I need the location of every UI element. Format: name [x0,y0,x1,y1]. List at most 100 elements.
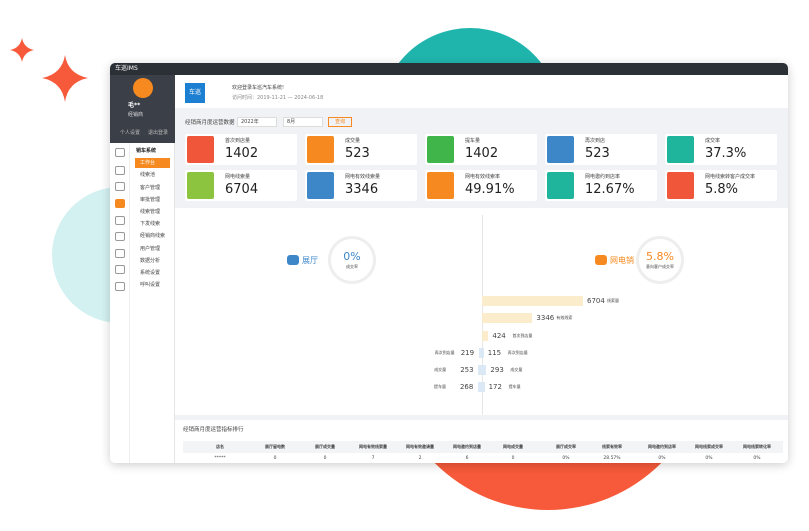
kpi-icon [547,172,574,199]
kpi-icon [667,136,694,163]
year-select[interactable]: 2022年 [237,117,277,127]
kpi-value: 37.3% [705,146,747,161]
menu-item[interactable]: 审批管理 [140,196,161,203]
funnel-label: 提车量 [433,384,446,389]
table-cell: 0% [658,456,666,461]
table-cell: ***** [214,456,226,461]
kpi-icon [307,136,334,163]
table-cell: 0 [273,456,277,461]
table-cell: 0% [705,456,713,461]
table-header: 展厅留电数 [265,444,285,449]
menu-panel [110,143,175,463]
menu-item[interactable]: 用户管理 [140,245,161,252]
table-cell: 6 [465,456,469,461]
menu-icon[interactable] [115,216,125,225]
kpi-icon [307,172,334,199]
user-link[interactable]: 退出登录 [148,130,169,136]
kpi-label: 网电邀约到店率 [585,174,621,180]
banner [175,75,788,108]
rate-value: 5.8% [646,250,674,263]
rate-value: 0% [343,250,361,263]
menu-icon[interactable] [115,249,125,258]
app-window: 车巡IMS 毛** 经销商 个人设置 退出登录 销车系统 工作台 线索池 客户管理 审批管理 线索管… [110,63,788,463]
funnel-bar [482,331,489,341]
kpi-label: 提车量 [465,138,481,144]
table-cell: 0% [562,456,570,461]
table-cell: 0% [753,456,761,461]
menu-icon[interactable] [115,265,125,274]
kpi-value: 5.8% [705,182,739,197]
menu-icon[interactable] [115,166,125,175]
menu-item[interactable]: 数据分析 [140,257,161,264]
funnel-value: 172 [488,383,502,391]
kpi-label: 网电线索量 [225,174,251,180]
kpi-label: 网电有效线索率 [465,174,501,180]
month-select[interactable]: 8月 [283,117,323,127]
menu-icon[interactable] [115,148,125,157]
table-header: 展厅成交量 [315,444,335,449]
filter-title: 经销商月度运营数据 [185,120,235,126]
menu-icon[interactable] [115,182,125,191]
table-header: 网电邀约到店率 [648,444,676,449]
funnel-bar [478,348,482,358]
menu-item[interactable]: 客户管理 [140,184,161,191]
user-link[interactable]: 个人设置 [120,130,141,136]
funnel-bar [477,382,482,392]
kpi-icon [427,172,454,199]
kpi-label: 首次到店量 [225,138,251,144]
funnel-value: 293 [490,366,504,374]
funnel-value: 268 [459,383,474,391]
query-button[interactable]: 查询 [328,117,352,127]
logo: 车巡 [185,83,205,103]
menu-item[interactable]: 线索池 [140,172,156,179]
kpi-icon [427,136,454,163]
kpi-icon [667,172,694,199]
menu-item[interactable]: 系统设置 [140,270,161,276]
menu-icon[interactable] [115,199,125,208]
funnel-value: 424 [492,332,506,340]
section [175,208,788,415]
funnel-bar [482,365,487,375]
table-header: 网电有效邀请量 [406,444,434,449]
menu-item[interactable]: 呼叫设置 [140,282,161,289]
kpi-label: 成交率 [705,138,721,144]
kpi-value: 1402 [225,146,259,161]
kpi-value: 6704 [225,182,259,197]
menu-item[interactable]: 下发线索 [140,221,161,228]
section-title: 网电销 [610,256,634,265]
table-header: 网电线索转化率 [743,444,771,449]
menu-item[interactable]: 销车系统 [136,148,157,154]
rate-label: 意向客户成交率 [646,264,674,269]
kpi-value: 1402 [465,146,499,161]
funnel-bar [482,296,583,306]
menu-icon[interactable] [115,282,125,291]
title-bar [110,63,788,75]
funnel-label: 成交量 [434,367,447,372]
menu-item[interactable]: 经销商线索 [140,233,166,240]
menu-item[interactable]: 线索管理 [140,209,161,215]
table-header: 网电有效线索量 [359,444,387,449]
visit-time: 访问时间：2019-11-21 — 2024-06-18 [232,95,324,101]
section-icon [595,255,607,265]
kpi-icon [187,136,214,163]
user-name: 毛** [128,102,141,109]
rate-ring [636,236,684,284]
rate-label: 成交率 [346,264,358,269]
section-title: 展厅 [302,256,318,265]
funnel-label: 再次到店量 [507,350,528,355]
menu-icon[interactable] [115,232,125,241]
kpi-icon [187,172,214,199]
funnel-value: 115 [487,349,502,357]
icon-column [110,143,130,463]
funnel-bar [482,382,485,392]
kpi-value: 12.67% [585,182,635,197]
menu-item[interactable]: 工作台 [140,160,156,167]
table-header: 网电邀约到店量 [453,444,481,449]
table-cell: 28.57% [603,456,621,461]
table-header: 线索有效率 [602,444,622,449]
funnel-bar [482,313,533,323]
table-title: 经销商月度运营指标排行 [183,427,244,433]
kpi-label: 再次到店 [585,138,606,144]
welcome: 欢迎登录车巡汽车系统! [232,85,285,91]
